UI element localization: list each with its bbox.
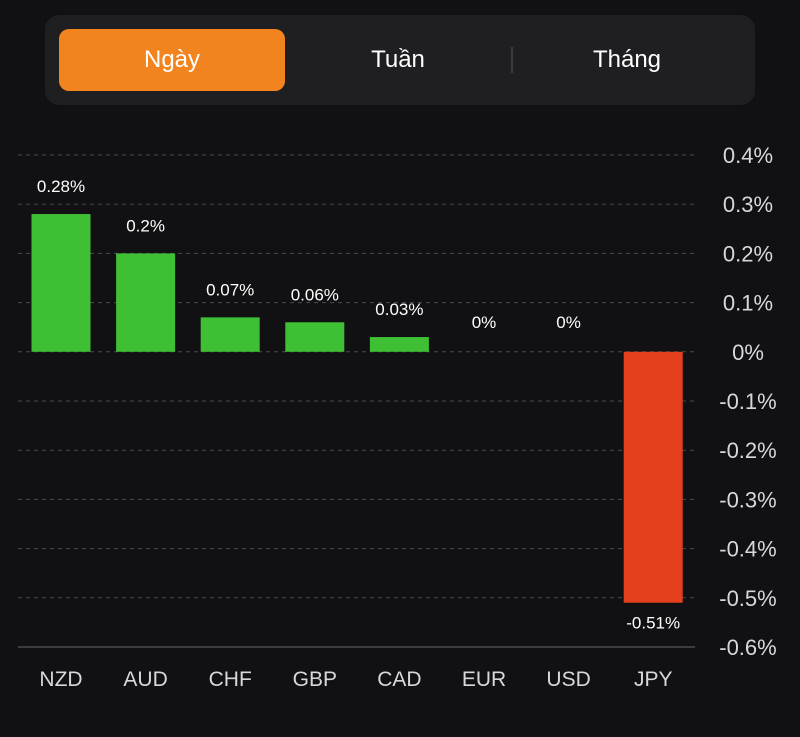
value-label: 0.2% [126,216,165,235]
value-label: -0.51% [626,614,680,633]
value-label: 0.06% [291,285,339,304]
category-label: CAD [377,668,421,691]
value-label: 0.28% [37,177,85,196]
tab-week[interactable]: Tuần [371,46,425,73]
category-label: EUR [462,668,506,691]
value-label: 0.07% [206,280,254,299]
y-tick-label: 0.3% [723,192,773,217]
category-label: CHF [209,668,252,691]
value-label: 0% [556,313,581,332]
bar-jpy [623,351,683,603]
y-tick-label: 0.1% [723,291,773,316]
tab-month[interactable]: Tháng [592,46,662,73]
value-label: 0.03% [375,300,423,319]
y-tick-label: 0.4% [723,143,773,168]
y-tick-label: -0.5% [719,586,776,611]
category-label: GBP [293,668,337,691]
category-label: NZD [39,668,82,691]
y-tick-label: -0.2% [719,438,776,463]
period-segmented-control: Ngày Tuần Tháng [45,15,755,105]
bar-nzd [31,214,91,352]
bar-aud [116,253,176,352]
y-tick-label: -0.1% [719,389,776,414]
category-label: USD [546,668,590,691]
y-tick-label: -0.6% [719,635,776,660]
bar-cad [369,337,429,352]
value-label: 0% [472,313,497,332]
bar-gbp [285,322,345,352]
bar-chf [200,317,260,352]
y-tick-label: 0% [732,340,764,365]
tab-day[interactable]: Ngày [59,29,285,91]
y-tick-label: 0.2% [723,241,773,266]
category-label: AUD [123,668,167,691]
y-tick-label: -0.4% [719,537,776,562]
y-tick-label: -0.3% [719,487,776,512]
tab-divider [511,47,513,73]
category-label: JPY [634,668,673,691]
